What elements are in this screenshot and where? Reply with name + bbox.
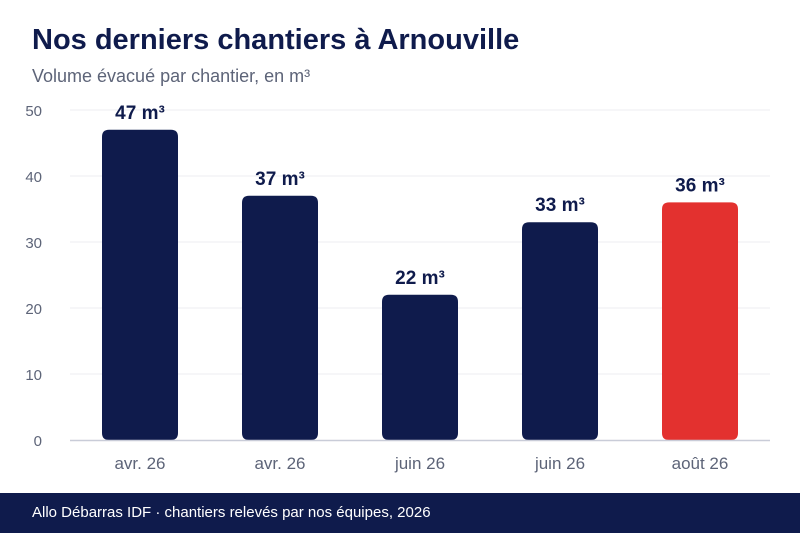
bar [382, 294, 458, 440]
x-tick-label: juin 26 [394, 454, 445, 473]
bar-chart: 0 10 20 30 40 50 47 m³ avr. 26 37 m³ avr. 26 22 m³… [25, 103, 770, 473]
x-tick-label: août 26 [672, 454, 729, 473]
chart-title: Nos derniers chantiers à Arnouville [32, 24, 520, 56]
y-tick-label: 50 [25, 103, 42, 120]
data-label: 47 m³ [115, 103, 165, 124]
y-tick-label: 0 [34, 433, 42, 450]
x-tick-label: avr. 26 [254, 454, 305, 473]
chart-subtitle: Volume évacué par chantier, en m³ [32, 66, 311, 86]
bar [522, 222, 598, 440]
footer-bar: Allo Débarras IDF · chantiers relevés pa… [0, 493, 800, 533]
x-tick-label: juin 26 [534, 454, 585, 473]
bar [662, 202, 738, 440]
footer-source: Allo Débarras IDF · chantiers relevés pa… [32, 504, 431, 521]
x-tick-label: avr. 26 [114, 454, 165, 473]
bar [242, 195, 318, 440]
y-tick-label: 10 [25, 367, 42, 384]
data-label: 33 m³ [535, 195, 585, 216]
y-tick-label: 40 [25, 169, 42, 186]
bar [102, 129, 178, 441]
data-label: 37 m³ [255, 169, 305, 190]
data-label: 22 m³ [395, 268, 445, 289]
y-tick-label: 30 [25, 235, 42, 252]
data-label: 36 m³ [675, 175, 725, 196]
y-tick-label: 20 [25, 301, 42, 318]
